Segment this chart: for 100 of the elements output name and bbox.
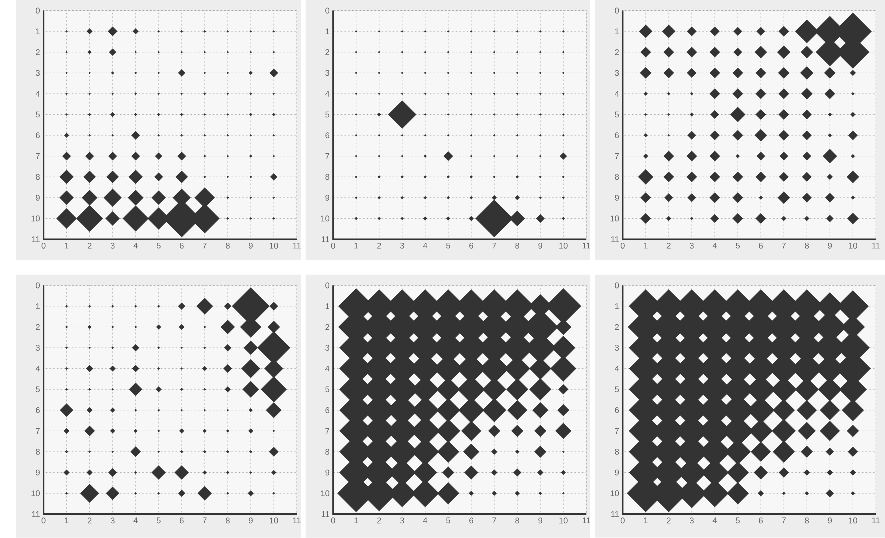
y-tick-label: 3 — [615, 345, 620, 351]
y-tick-label: 10 — [610, 216, 620, 222]
x-tick-label: 2 — [378, 518, 382, 524]
x-tick-label: 4 — [423, 243, 428, 249]
y-tick-label: 8 — [615, 449, 620, 455]
y-tick-label: 0 — [615, 8, 620, 14]
x-tick-label: 3 — [110, 518, 115, 524]
x-tick-label: 11 — [582, 518, 591, 524]
y-tick-label: 10 — [321, 490, 330, 497]
y-tick-label: 2 — [326, 324, 330, 330]
y-tick-label: 2 — [36, 50, 40, 56]
y-tick-label: 7 — [326, 428, 330, 434]
y-tick-label: 0 — [615, 282, 620, 289]
y-tick-label: 4 — [615, 366, 620, 372]
y-tick-label: 11 — [322, 512, 330, 518]
y-tick-label: 0 — [36, 282, 40, 289]
y-tick-label: 4 — [36, 91, 40, 97]
x-tick-label: 4 — [712, 243, 718, 249]
x-tick-label: 4 — [423, 518, 428, 524]
y-tick-label: 11 — [611, 512, 620, 518]
x-tick-label: 3 — [690, 243, 694, 249]
y-tick-label: 9 — [326, 195, 330, 201]
y-tick-label: 5 — [36, 386, 40, 393]
x-tick-label: 10 — [849, 518, 858, 524]
y-tick-label: 6 — [615, 132, 620, 139]
x-tick-label: 2 — [378, 243, 382, 249]
x-tick-label: 5 — [446, 243, 450, 249]
y-tick-label: 1 — [326, 28, 330, 34]
y-tick-label: 7 — [36, 428, 40, 434]
x-tick-label: 10 — [849, 243, 858, 249]
x-tick-label: 7 — [203, 243, 207, 249]
y-tick-label: 4 — [36, 366, 40, 372]
y-tick-label: 5 — [36, 112, 40, 118]
x-tick-label: 6 — [470, 243, 474, 249]
y-tick-label: 2 — [615, 324, 620, 330]
y-tick-label: 9 — [326, 470, 330, 476]
x-tick-label: 9 — [538, 243, 542, 249]
x-tick-label: 9 — [249, 518, 253, 524]
x-tick-label: 1 — [644, 243, 648, 249]
x-tick-label: 1 — [354, 518, 358, 524]
y-tick-label: 5 — [326, 386, 330, 393]
x-tick-label: 5 — [736, 518, 740, 524]
y-tick-label: 5 — [326, 112, 330, 118]
x-tick-label: 3 — [400, 243, 404, 249]
y-tick-label: 2 — [36, 324, 40, 330]
y-tick-label: 1 — [36, 304, 40, 310]
x-tick-label: 5 — [736, 243, 740, 249]
x-tick-label: 4 — [134, 518, 138, 524]
x-tick-label: 8 — [226, 243, 230, 249]
y-tick-label: 9 — [615, 470, 620, 476]
x-tick-label: 0 — [620, 243, 625, 249]
y-tick-label: 1 — [615, 28, 620, 34]
y-tick-label: 6 — [326, 407, 330, 414]
x-tick-label: 10 — [270, 243, 278, 249]
y-tick-label: 8 — [326, 174, 330, 180]
y-tick-label: 2 — [615, 50, 620, 56]
y-tick-label: 3 — [36, 70, 40, 76]
y-tick-label: 4 — [325, 366, 330, 372]
y-tick-label: 6 — [615, 407, 620, 414]
y-tick-label: 9 — [36, 195, 40, 201]
y-tick-label: 1 — [615, 304, 620, 310]
x-tick-label: 5 — [446, 518, 450, 524]
y-tick-label: 8 — [326, 449, 330, 455]
x-tick-label: 9 — [249, 243, 253, 249]
x-tick-label: 2 — [667, 243, 671, 249]
x-tick-label: 7 — [492, 243, 496, 249]
y-tick-label: 11 — [32, 236, 40, 242]
x-tick-label: 8 — [516, 518, 520, 524]
x-tick-label: 11 — [872, 518, 880, 524]
y-tick-label: 8 — [615, 174, 620, 180]
y-tick-label: 7 — [326, 154, 330, 160]
y-tick-label: 0 — [326, 282, 330, 289]
x-tick-label: 6 — [180, 518, 184, 524]
x-tick-label: 0 — [42, 243, 46, 249]
y-tick-label: 8 — [36, 449, 40, 455]
y-tick-label: 5 — [615, 112, 620, 118]
y-tick-label: 4 — [615, 91, 620, 97]
y-tick-label: 8 — [36, 174, 40, 180]
x-tick-label: 6 — [759, 518, 764, 524]
x-tick-label: 1 — [644, 518, 648, 524]
y-tick-label: 10 — [610, 490, 620, 497]
x-tick-label: 11 — [293, 518, 301, 524]
x-tick-label: 3 — [110, 243, 115, 249]
x-tick-label: 9 — [828, 243, 832, 249]
y-tick-label: 1 — [326, 304, 330, 310]
y-tick-label: 4 — [325, 91, 330, 97]
y-tick-label: 9 — [615, 195, 620, 201]
x-tick-label: 0 — [42, 518, 46, 524]
y-tick-label: 5 — [615, 386, 620, 393]
x-tick-label: 11 — [872, 243, 880, 249]
y-tick-label: 0 — [36, 8, 40, 14]
x-tick-label: 6 — [759, 243, 764, 249]
x-tick-label: 10 — [270, 518, 278, 524]
y-tick-label: 10 — [321, 216, 330, 222]
x-tick-label: 8 — [805, 518, 810, 524]
x-tick-label: 7 — [203, 518, 207, 524]
y-tick-label: 6 — [36, 132, 40, 139]
x-tick-label: 9 — [828, 518, 832, 524]
y-tick-label: 3 — [326, 70, 330, 76]
x-tick-label: 9 — [538, 518, 542, 524]
